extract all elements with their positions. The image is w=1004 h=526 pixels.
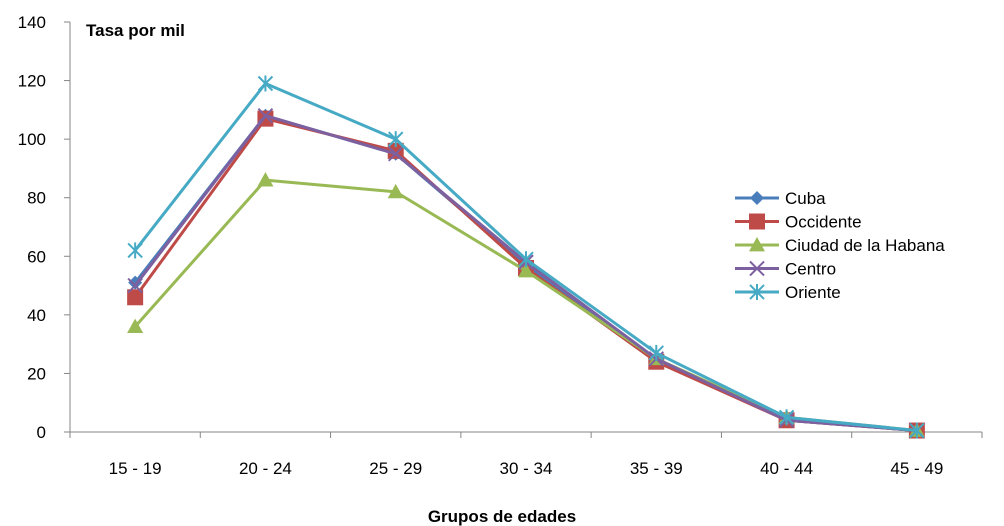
data-point-x bbox=[257, 108, 274, 124]
data-point-triangle bbox=[518, 262, 534, 278]
legend-label: Ciudad de la Habana bbox=[785, 236, 945, 255]
data-point-star bbox=[257, 75, 274, 92]
data-point-star bbox=[648, 344, 664, 361]
legend-item: Occidente bbox=[735, 213, 862, 232]
data-point-star bbox=[388, 131, 404, 148]
legend-item: Ciudad de la Habana bbox=[735, 236, 945, 255]
x-tick-label: 45 - 49 bbox=[890, 459, 943, 478]
y-tick-label: 100 bbox=[18, 130, 46, 149]
data-point-star bbox=[127, 242, 143, 259]
data-point-star bbox=[518, 251, 534, 268]
x-tick-label: 35 - 39 bbox=[630, 459, 683, 478]
legend-marker bbox=[750, 191, 764, 205]
data-point-x bbox=[388, 146, 404, 162]
x-tick-label: 20 - 24 bbox=[239, 459, 292, 478]
series-layer bbox=[127, 75, 925, 439]
axes bbox=[69, 22, 982, 433]
legend-marker bbox=[749, 260, 765, 277]
legend-label: Occidente bbox=[785, 213, 862, 232]
x-tick-label: 30 - 34 bbox=[500, 459, 553, 478]
data-point-star bbox=[909, 422, 925, 439]
y-tick-label: 60 bbox=[27, 247, 46, 266]
y-tick-label: 40 bbox=[27, 306, 46, 325]
series-oriente bbox=[127, 75, 925, 439]
legend-marker bbox=[749, 237, 765, 252]
legend: Cuba Occidente Ciudad de la Habana Centro Or… bbox=[735, 189, 945, 302]
y-axis-title: Tasa por mil bbox=[86, 21, 185, 40]
legend-label: Centro bbox=[785, 260, 836, 279]
data-point-square bbox=[127, 289, 144, 306]
y-tick-label: 20 bbox=[27, 364, 46, 383]
x-tick-label: 40 - 44 bbox=[760, 459, 813, 478]
legend-label: Oriente bbox=[785, 283, 841, 302]
data-point-triangle bbox=[257, 172, 274, 187]
y-tick-label: 0 bbox=[37, 423, 46, 442]
x-axis-ticks: 15 - 19 20 - 24 25 - 29 30 - 34 35 - 39 40 - … bbox=[69, 432, 983, 478]
y-axis-ticks: 0 20 40 60 80 100 120 140 bbox=[18, 13, 70, 442]
x-tick-label: 15 - 19 bbox=[109, 459, 162, 478]
legend-item: Oriente bbox=[735, 283, 841, 302]
y-tick-label: 140 bbox=[18, 13, 46, 32]
legend-marker bbox=[749, 213, 765, 230]
data-point-triangle bbox=[387, 183, 404, 199]
x-axis-title: Grupos de edades bbox=[428, 507, 576, 526]
legend-item: Cuba bbox=[735, 189, 826, 208]
x-tick-label: 25 - 29 bbox=[369, 459, 422, 478]
y-tick-label: 120 bbox=[18, 72, 46, 91]
legend-label: Cuba bbox=[785, 189, 826, 208]
data-point-star bbox=[778, 409, 795, 426]
legend-marker bbox=[749, 284, 765, 300]
data-point-x bbox=[127, 277, 143, 294]
data-point-square bbox=[387, 142, 404, 159]
y-tick-label: 80 bbox=[27, 189, 46, 208]
data-point-triangle bbox=[127, 318, 144, 333]
legend-item: Centro bbox=[735, 260, 836, 279]
